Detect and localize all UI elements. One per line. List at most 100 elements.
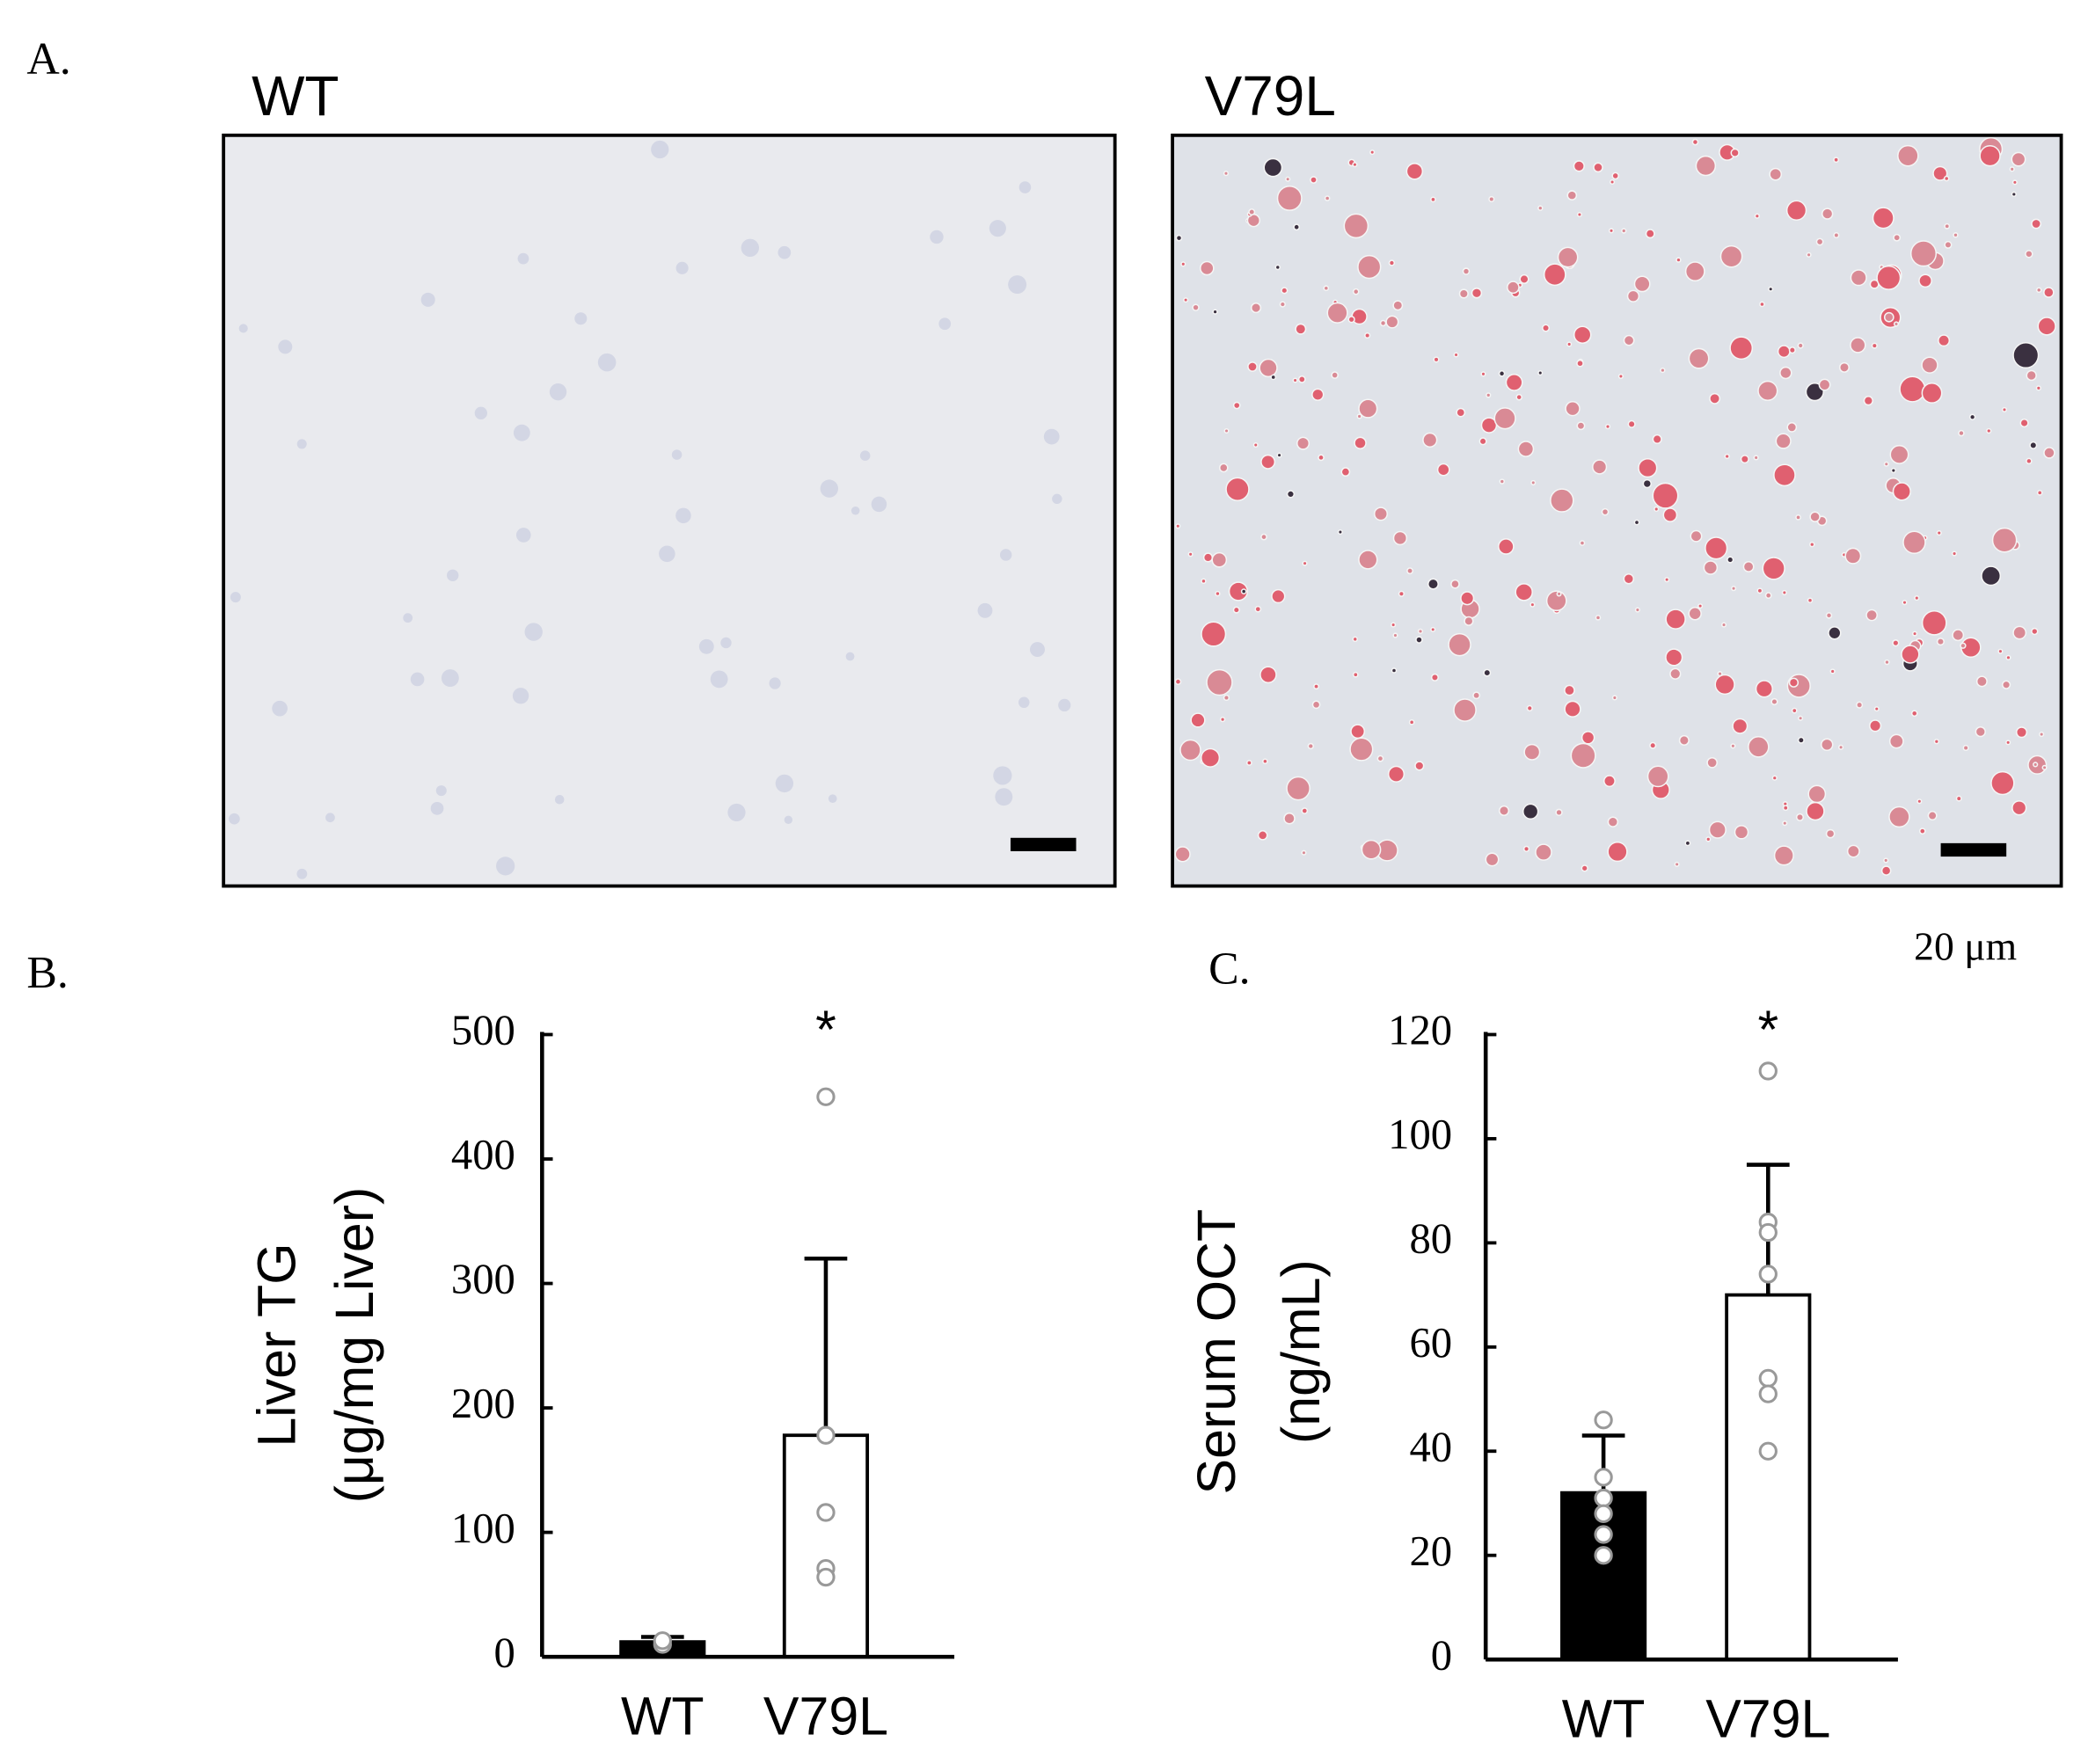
- droplet: [1873, 706, 1880, 712]
- data-point: [1594, 1488, 1613, 1508]
- droplet: [1944, 240, 1953, 249]
- texture-dot: [325, 813, 335, 823]
- data-point: [816, 1087, 836, 1106]
- droplet: [1530, 479, 1537, 485]
- droplet: [1313, 683, 1319, 690]
- droplet: [1938, 334, 1951, 347]
- droplet: [1756, 587, 1763, 594]
- droplet: [1717, 671, 1723, 677]
- y-tick-label: 400: [451, 1131, 515, 1178]
- texture-dot: [238, 324, 248, 333]
- droplet: [1285, 176, 1291, 182]
- scale-bar: [1940, 842, 2007, 857]
- droplet: [1427, 578, 1439, 590]
- droplet: [1829, 668, 1836, 674]
- droplet: [1968, 413, 1976, 420]
- droplet: [2011, 800, 2027, 816]
- texture-dot: [828, 794, 837, 803]
- droplet: [1888, 733, 1904, 749]
- texture-dot: [775, 774, 794, 793]
- texture-dot: [513, 424, 530, 441]
- texture-dot: [845, 652, 855, 661]
- droplet: [2009, 166, 2015, 172]
- droplet: [1398, 590, 1405, 597]
- droplet: [1844, 547, 1862, 565]
- droplet: [1899, 375, 1926, 403]
- texture-dot: [515, 528, 531, 543]
- y-axis-label: (μg/mg Liver): [325, 1187, 384, 1504]
- droplet: [2037, 317, 2056, 336]
- droplet: [1662, 507, 1678, 522]
- droplet: [1674, 861, 1680, 867]
- scale-bar: [1010, 837, 1077, 851]
- droplet: [1555, 808, 1563, 817]
- droplet: [1759, 301, 1765, 308]
- texture-dot: [727, 803, 746, 822]
- droplet: [1688, 607, 1702, 621]
- droplet: [1581, 731, 1595, 745]
- droplet: [1795, 813, 1805, 821]
- droplet: [1211, 551, 1228, 568]
- droplet: [1863, 395, 1873, 406]
- droplet: [1785, 200, 1807, 221]
- texture-dot: [741, 238, 759, 257]
- droplet: [1254, 605, 1262, 613]
- droplet: [1678, 734, 1690, 746]
- droplet: [1274, 264, 1281, 271]
- droplet: [1564, 700, 1581, 718]
- texture-dot: [420, 292, 435, 307]
- texture-dot: [524, 623, 543, 641]
- significance-label: *: [1757, 1000, 1778, 1060]
- droplet: [1245, 760, 1252, 766]
- droplet: [1821, 738, 1834, 752]
- droplet: [1893, 321, 1900, 327]
- y-axis-label: (ng/mL): [1271, 1259, 1331, 1444]
- droplet: [1623, 573, 1635, 585]
- droplet: [1174, 678, 1182, 686]
- droplet: [1391, 622, 1397, 628]
- droplet: [1260, 454, 1276, 470]
- droplet: [1388, 259, 1396, 266]
- data-point: [816, 1425, 836, 1445]
- droplet: [1986, 427, 1992, 434]
- droplet: [1724, 453, 1730, 460]
- droplet: [1690, 529, 1703, 543]
- data-point: [1758, 1265, 1778, 1284]
- droplet: [2031, 627, 2039, 636]
- droplet: [1871, 342, 1878, 349]
- droplet: [1252, 441, 1259, 448]
- droplet: [1850, 337, 1866, 354]
- droplet: [1369, 149, 1376, 156]
- texture-dot: [675, 261, 689, 274]
- droplet: [1391, 667, 1398, 674]
- droplet: [2011, 151, 2026, 167]
- droplet: [1358, 550, 1378, 570]
- texture-dot: [1052, 493, 1062, 505]
- droplet: [1604, 424, 1611, 430]
- droplet: [1883, 857, 1889, 864]
- data-point: [1594, 1504, 1613, 1523]
- droplet: [1515, 393, 1522, 401]
- droplet: [1347, 316, 1355, 324]
- bar: [1725, 1293, 1812, 1662]
- droplet: [1573, 325, 1592, 344]
- droplet: [1281, 287, 1289, 295]
- droplet: [2019, 418, 2029, 428]
- bar: [782, 1433, 870, 1659]
- droplet: [1570, 742, 1596, 769]
- droplet: [1326, 302, 1348, 324]
- droplet: [1286, 490, 1296, 499]
- droplet: [1361, 839, 1382, 860]
- x-tick-label: WT: [1562, 1688, 1646, 1748]
- droplet: [1515, 583, 1533, 601]
- droplet: [1892, 639, 1900, 647]
- droplet: [1773, 463, 1796, 487]
- droplet: [1296, 436, 1310, 450]
- droplet: [2026, 369, 2037, 382]
- droplet: [1271, 588, 1286, 604]
- droplet: [1535, 843, 1552, 861]
- y-tick-label: 500: [451, 1007, 515, 1054]
- droplet: [1297, 375, 1306, 383]
- droplet: [1893, 233, 1902, 242]
- texture-dot: [938, 317, 952, 331]
